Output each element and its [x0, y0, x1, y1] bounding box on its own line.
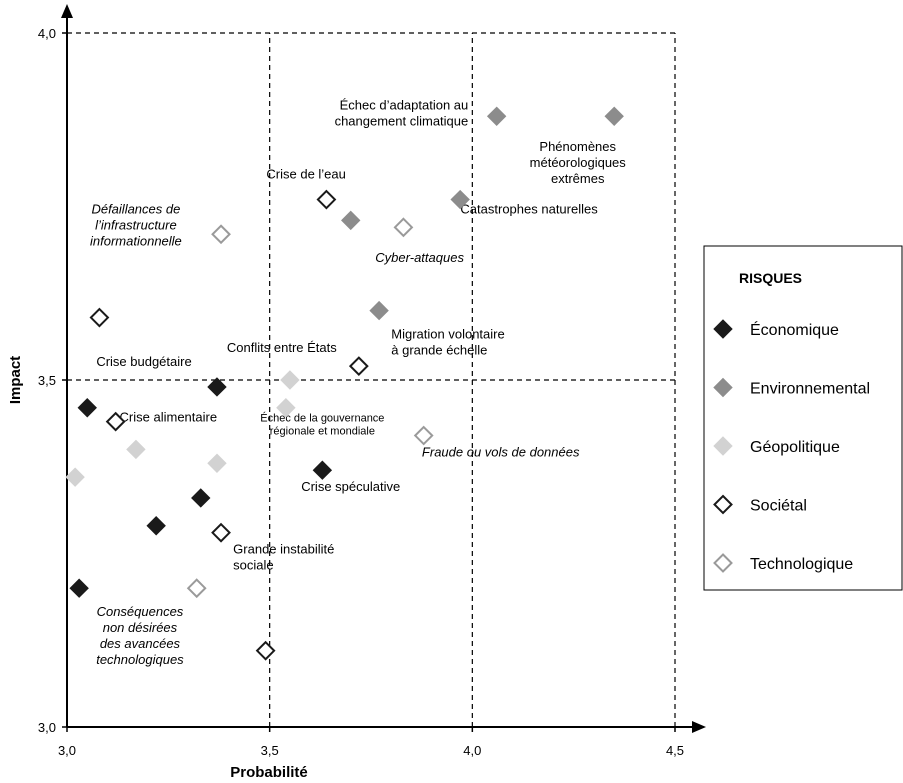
legend-label-env: Environnemental — [750, 381, 870, 398]
annotation-10-line-0: Échec de la gouvernance — [260, 412, 384, 425]
annotation-1-line-2: extrêmes — [551, 171, 605, 186]
x-tick-label-0: 3,0 — [58, 743, 76, 758]
annotation-11-line-0: Fraude ou vols de données — [422, 444, 580, 459]
point-env-7 — [604, 106, 624, 126]
legend-marker-soc — [713, 494, 733, 515]
point-soc-18 — [348, 356, 369, 377]
annotation-8: Crise budgétaire — [96, 354, 191, 369]
annotation-14-line-2: des avancées — [100, 636, 181, 651]
annotation-7-line-0: Conflits entre États — [227, 340, 337, 355]
point-geo-11 — [280, 370, 300, 390]
annotation-13: Grande instabilité sociale — [233, 542, 334, 573]
point-eco-4 — [69, 578, 89, 598]
y-tick-label-1: 3,5 — [38, 373, 56, 388]
annotation-14-line-1: non désirées — [103, 620, 178, 635]
point-geo-14 — [65, 467, 85, 487]
annotation-10-line-1: régionale et mondiale — [270, 426, 375, 438]
annotation-5: Cyber-attaques — [375, 250, 464, 265]
annotation-3-line-0: Catastrophes naturelles — [460, 201, 598, 216]
tick-labels: 3,0 3,5 4,0 4,5 3,0 3,5 4,0 — [38, 26, 684, 758]
point-soc-16 — [316, 189, 337, 210]
x-axis-title: Probabilité — [230, 764, 308, 781]
annotation-8-line-0: Crise budgétaire — [96, 354, 191, 369]
point-env-10 — [369, 300, 389, 321]
annotation-14-line-3: technologiques — [96, 652, 184, 667]
annotation-0-line-1: changement climatique — [335, 113, 469, 128]
annotation-1-line-0: Phénomènes — [539, 139, 616, 154]
point-tech-23 — [393, 217, 414, 238]
point-soc-21 — [255, 640, 276, 661]
annotation-12-line-0: Crise spéculative — [301, 479, 400, 494]
annotation-6: Migration volontaire à grande échelle — [391, 326, 504, 357]
point-env-9 — [341, 210, 361, 231]
point-env-6 — [486, 106, 507, 126]
annotation-14: Conséquences non désirées des avancées tech… — [96, 604, 184, 667]
legend-marker-env — [713, 377, 733, 398]
point-tech-24 — [413, 425, 434, 446]
annotation-4-line-0: Défaillances de — [91, 201, 180, 216]
point-soc-17 — [89, 307, 110, 328]
legend-label-tech: Technologique — [750, 556, 853, 573]
legend-label-soc: Sociétal — [750, 498, 807, 515]
annotation-13-line-0: Grande instabilité — [233, 542, 334, 557]
annotation-4: Défaillances de l’infrastructure informati… — [90, 201, 182, 248]
annotation-0-line-0: Échec d’adaptation au — [340, 97, 469, 112]
annotation-4-line-2: informationnelle — [90, 233, 182, 248]
legend: RISQUES Économique Environnemental Géopoli… — [703, 245, 903, 591]
x-axis-arrow — [692, 721, 706, 733]
y-axis-arrow — [61, 4, 73, 18]
y-tick-label-2: 4,0 — [38, 26, 56, 41]
point-eco-2 — [191, 488, 211, 508]
annotation-3: Catastrophes naturelles — [460, 201, 598, 216]
point-geo-12 — [276, 398, 296, 418]
point-geo-13 — [126, 439, 146, 460]
annotation-7: Conflits entre États — [227, 340, 337, 355]
point-eco-0 — [207, 377, 227, 397]
annotation-9: Crise alimentaire — [120, 410, 218, 425]
annotation-13-line-1: sociale — [233, 558, 273, 573]
annotation-14-line-0: Conséquences — [97, 604, 184, 619]
point-soc-20 — [211, 522, 231, 543]
legend-label-geo: Géopolitique — [750, 439, 840, 456]
point-eco-5 — [312, 460, 333, 480]
point-tech-25 — [186, 578, 207, 599]
axes — [61, 4, 706, 733]
annotation-9-line-0: Crise alimentaire — [120, 410, 218, 425]
annotation-12: Crise spéculative — [301, 479, 400, 494]
point-eco-3 — [146, 516, 166, 536]
annotation-4-line-1: l’infrastructure — [95, 217, 177, 232]
annotation-1: Phénomènes météorologiques extrêmes — [530, 139, 627, 186]
grid-lines — [67, 32, 676, 727]
annotations: Échec d’adaptation au changement climatiq… — [90, 97, 626, 667]
x-tick-label-3: 4,5 — [666, 743, 684, 758]
legend-title: RISQUES — [739, 270, 802, 286]
legend-box — [703, 245, 903, 591]
annotation-6-line-1: à grande échelle — [391, 342, 487, 357]
x-tick-label-2: 4,0 — [463, 743, 481, 758]
annotation-11: Fraude ou vols de données — [422, 444, 580, 459]
y-tick-label-0: 3,0 — [38, 720, 56, 735]
legend-marker-eco — [713, 319, 733, 339]
annotation-1-line-1: météorologiques — [530, 155, 627, 170]
point-soc-19 — [105, 411, 126, 432]
annotation-0: Échec d’adaptation au changement climatiq… — [335, 97, 469, 128]
point-eco-1 — [77, 398, 97, 418]
annotation-2-line-0: Crise de l’eau — [266, 167, 346, 182]
annotation-10: Échec de la gouvernance régionale et mond… — [260, 412, 384, 438]
annotation-2: Crise de l’eau — [266, 167, 346, 182]
y-axis-title: Impact — [7, 356, 24, 404]
annotation-5-line-0: Cyber-attaques — [375, 250, 464, 265]
annotation-6-line-0: Migration volontaire — [391, 326, 504, 341]
point-geo-15 — [207, 453, 227, 473]
point-tech-22 — [211, 224, 231, 245]
legend-marker-tech — [713, 553, 733, 573]
point-env-8 — [450, 189, 470, 210]
data-points — [65, 106, 624, 661]
x-tick-label-1: 3,5 — [261, 743, 279, 758]
legend-marker-geo — [713, 436, 733, 456]
legend-label-eco: Économique — [750, 320, 839, 339]
